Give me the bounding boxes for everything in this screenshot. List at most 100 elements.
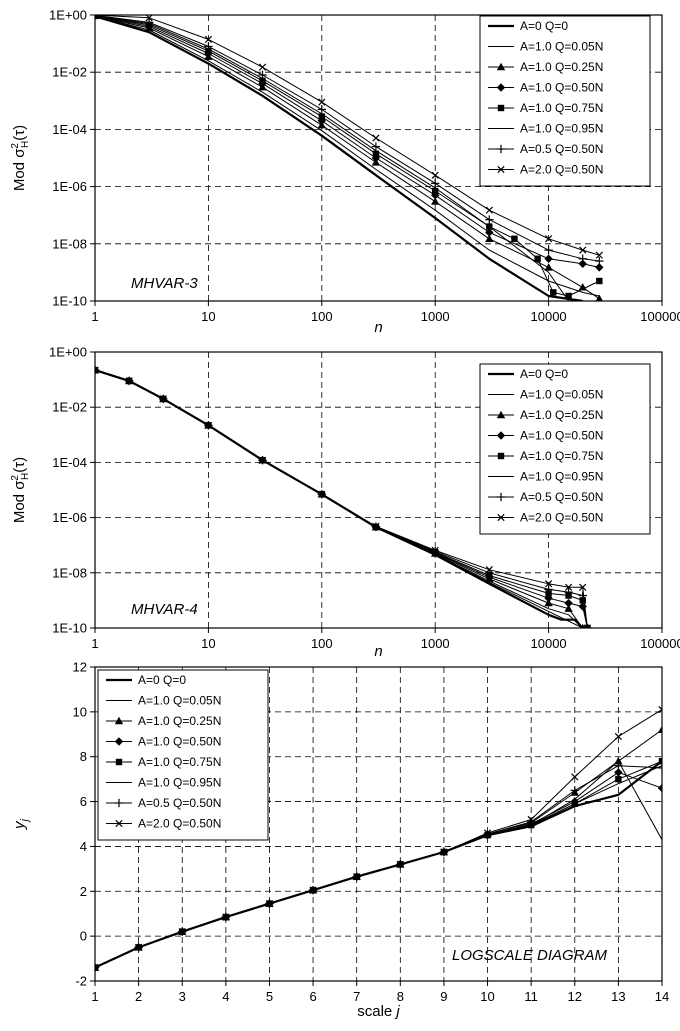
x-axis-label: n <box>374 643 382 660</box>
marker-cross <box>95 963 99 969</box>
y-tick-label: 1E-06 <box>52 179 87 194</box>
y-tick-label: 1E-04 <box>52 122 87 137</box>
y-tick-label: 1E-02 <box>52 65 87 80</box>
series-line <box>95 709 662 968</box>
x-tick-label: 6 <box>309 989 316 1004</box>
x-tick-label: 3 <box>179 989 186 1004</box>
marker-square <box>579 597 586 604</box>
marker-cross <box>586 624 592 628</box>
marker-cross <box>372 522 380 531</box>
legend-label: A=0.5 Q=0.50N <box>138 796 221 810</box>
legend-label: A=1.0 Q=0.05N <box>520 388 603 402</box>
marker-cross <box>204 421 213 429</box>
marker-cross <box>258 63 267 71</box>
legend-label: A=1.0 Q=0.75N <box>520 101 603 115</box>
marker-cross <box>353 873 361 881</box>
y-axis-label: Mod σ2H(τ) <box>10 457 31 523</box>
marker-cross <box>544 580 553 588</box>
marker-triangle <box>496 410 506 419</box>
series-line <box>95 15 570 301</box>
marker-cross <box>614 732 623 741</box>
y-tick-label: 6 <box>80 794 87 809</box>
y-tick-label: 4 <box>80 839 87 854</box>
marker-diamond <box>496 83 506 92</box>
series-group <box>95 15 604 301</box>
marker-cross <box>431 546 439 554</box>
marker-cross <box>318 490 326 498</box>
x-tick-label: 10 <box>201 636 215 651</box>
chart-annotation: MHVAR-4 <box>131 601 198 618</box>
x-tick-label: 11 <box>524 989 538 1004</box>
marker-square <box>205 47 212 55</box>
marker-square <box>372 150 380 158</box>
legend: A=0 Q=0 A=1.0 Q=0.05N A=1.0 Q=0.25N A=1.0 Q… <box>97 669 269 841</box>
marker-triangle <box>485 234 494 242</box>
x-tick-label: 8 <box>397 989 404 1004</box>
chart-annotation: LOGSCALE DIAGRAM <box>452 947 608 964</box>
marker-cross <box>485 206 493 214</box>
x-tick-label: 10 <box>480 989 494 1004</box>
marker-cross <box>579 583 587 591</box>
marker-cross <box>544 235 553 243</box>
y-tick-label: 2 <box>80 884 87 899</box>
legend-label: A=1.0 Q=0.50N <box>520 429 603 443</box>
legend-label: A=1.0 Q=0.05N <box>138 694 221 708</box>
x-tick-label: 100000 <box>640 636 680 651</box>
y-tick-label: 1E-02 <box>52 400 87 415</box>
marker-square <box>497 452 505 460</box>
marker-diamond <box>657 783 662 793</box>
marker-cross <box>497 513 505 522</box>
marker-cross <box>440 848 448 856</box>
marker-square <box>318 113 325 120</box>
marker-diamond <box>485 228 494 237</box>
legend-label: A=2.0 Q=0.50N <box>520 511 603 525</box>
marker-cross <box>564 583 573 591</box>
marker-cross <box>372 134 380 142</box>
marker-square <box>432 187 439 195</box>
y-tick-label: 1E-08 <box>52 565 87 580</box>
marker-cross <box>178 928 186 936</box>
marker-cross <box>145 15 153 22</box>
marker-diamond <box>614 768 623 777</box>
legend-label: A=0 Q=0 <box>520 19 568 33</box>
y-tick-label: 12 <box>73 660 87 675</box>
marker-square <box>550 289 557 296</box>
marker-cross <box>134 943 143 951</box>
legend-label: A=0.5 Q=0.50N <box>520 490 603 504</box>
marker-triangle <box>114 716 124 725</box>
marker-cross <box>265 899 274 908</box>
x-tick-label: 10000 <box>531 636 567 651</box>
x-tick-label: 14 <box>655 989 669 1004</box>
y-axis-label: Mod σ2H(τ) <box>10 125 31 191</box>
x-tick-label: 1000 <box>421 636 450 651</box>
legend-box <box>479 15 651 187</box>
marker-square <box>259 77 266 85</box>
marker-square <box>596 277 603 285</box>
marker-cross <box>222 913 230 921</box>
x-tick-label: 13 <box>611 989 625 1004</box>
marker-triangle <box>578 283 587 291</box>
marker-cross <box>527 815 535 824</box>
marker-square <box>565 292 572 300</box>
legend-label: A=2.0 Q=0.50N <box>520 163 603 177</box>
marker-triangle <box>544 263 553 271</box>
marker-square <box>115 758 123 766</box>
y-tick-label: 1E+00 <box>49 8 87 23</box>
marker-square <box>511 235 518 242</box>
legend-label: A=1.0 Q=0.05N <box>520 40 603 54</box>
legend-label: A=1.0 Q=0.95N <box>520 122 603 136</box>
x-tick-label: 10 <box>201 309 215 324</box>
legend-label: A=0 Q=0 <box>138 673 186 687</box>
x-tick-label: 100 <box>311 309 333 324</box>
marker-cross <box>583 624 589 628</box>
x-axis-label: n <box>374 319 382 336</box>
marker-diamond <box>371 153 381 163</box>
marker-diamond <box>114 737 124 746</box>
y-axis-label: yj <box>11 818 31 830</box>
legend-box <box>97 669 269 841</box>
marker-triangle <box>595 294 603 301</box>
marker-cross <box>115 819 123 828</box>
marker-square <box>571 800 578 808</box>
